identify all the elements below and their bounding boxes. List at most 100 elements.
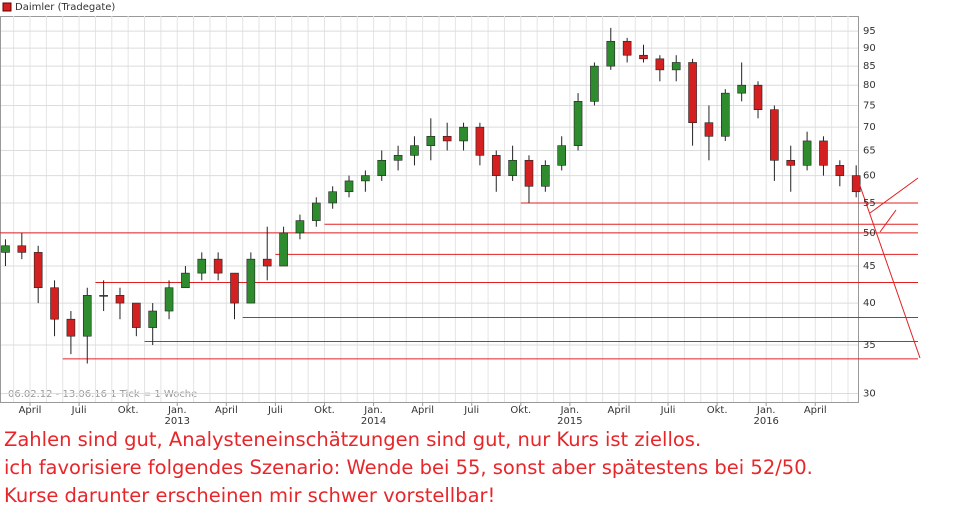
x-tick-label: Jan. (756, 405, 776, 416)
x-tick-label: April (411, 405, 434, 416)
candle-body (361, 175, 370, 182)
candle-body (197, 258, 207, 274)
candle-body (770, 109, 779, 161)
candle-body (328, 191, 337, 204)
candle-body (377, 159, 387, 176)
candle-body (262, 258, 272, 267)
y-tick-label: 60 (863, 171, 876, 182)
x-tick-label: April (19, 405, 42, 416)
candle-body (524, 159, 534, 187)
candle-body (132, 302, 141, 328)
scenario-line (879, 209, 897, 233)
candle-body (557, 145, 567, 166)
candle-body (410, 145, 419, 156)
candle-body (230, 272, 239, 304)
candle-body (541, 165, 550, 187)
caption-line: ich favorisiere folgendes Szenario: Wend… (4, 456, 813, 479)
y-tick-label: 75 (863, 100, 876, 111)
candle-body (688, 62, 697, 124)
y-tick-label: 55 (863, 198, 876, 209)
candle-body (737, 84, 746, 94)
candle-body (246, 258, 256, 304)
y-tick-label: 45 (863, 261, 876, 272)
info-label: 06.02.12 - 13.06.16 1 Tick = 1 Woche (8, 389, 197, 400)
candle-body (475, 126, 485, 156)
candle-body (704, 122, 714, 137)
candle-body (786, 159, 796, 166)
candle-body (148, 310, 157, 328)
candle-body (17, 245, 27, 253)
x-tick-label: Juli (463, 405, 479, 416)
candle-body (393, 155, 403, 161)
year-label: 2016 (753, 416, 778, 427)
candle-body (99, 295, 108, 297)
candle-body (655, 58, 665, 71)
caption-line: Zahlen sind gut, Analysteneinschätzungen… (4, 428, 701, 451)
candle-body (213, 258, 223, 274)
x-tick-label: Okt. (510, 405, 531, 416)
y-tick-label: 30 (863, 389, 876, 400)
legend-label: Daimler (Tradegate) (15, 2, 115, 13)
legend-swatch (2, 2, 12, 12)
scenario-line (857, 179, 921, 359)
year-label: 2014 (361, 416, 386, 427)
x-tick-label: Juli (660, 405, 676, 416)
candle-body (115, 295, 125, 304)
year-label: 2015 (557, 416, 582, 427)
candle-body (590, 65, 599, 102)
candle-body (753, 84, 763, 111)
candle-body (802, 140, 812, 166)
candle-body (573, 101, 583, 146)
candle-body (606, 40, 616, 67)
candle-body (164, 287, 174, 312)
x-tick-label: Okt. (707, 405, 728, 416)
candle-body (181, 272, 190, 289)
candle-body (442, 135, 452, 142)
candle-body (279, 232, 288, 267)
year-label: 2013 (165, 416, 190, 427)
candle-body (344, 180, 354, 193)
y-tick-label: 40 (863, 298, 876, 309)
y-tick-label: 70 (863, 122, 876, 133)
candle-body (508, 159, 517, 176)
candle-body (491, 155, 501, 176)
scenario-line (869, 177, 919, 214)
x-tick-label: April (804, 405, 827, 416)
candle-body (426, 135, 436, 146)
candle-body (819, 140, 828, 166)
x-tick-label: Juli (267, 405, 283, 416)
y-tick-label: 85 (863, 61, 876, 72)
y-tick-label: 80 (863, 80, 876, 91)
candle-body (671, 62, 681, 71)
candle-body (459, 126, 468, 142)
candle-body (1, 245, 10, 253)
y-tick-label: 65 (863, 145, 876, 156)
candle-body (311, 202, 321, 221)
x-tick-label: Juli (71, 405, 87, 416)
x-tick-label: April (215, 405, 238, 416)
x-tick-label: Jan. (560, 405, 580, 416)
candle-body (720, 92, 730, 137)
x-tick-label: Jan. (167, 405, 187, 416)
candle-body (622, 40, 632, 56)
candle-body (295, 220, 305, 234)
candle-body (82, 295, 92, 337)
candle-body (639, 54, 648, 60)
candle-body (851, 175, 861, 193)
candle-body (33, 252, 43, 289)
x-tick-label: Jan. (363, 405, 383, 416)
x-tick-label: Okt. (314, 405, 335, 416)
y-tick-label: 90 (863, 43, 876, 54)
caption-line: Kurse darunter erscheinen mir schwer vor… (4, 484, 495, 507)
y-tick-label: 95 (863, 26, 876, 37)
plot-frame (0, 16, 859, 403)
y-tick-label: 50 (863, 228, 876, 239)
x-tick-label: Okt. (118, 405, 139, 416)
x-tick-label: April (608, 405, 631, 416)
candle-body (50, 287, 59, 320)
candle-body (835, 165, 845, 176)
candle-body (66, 318, 76, 337)
y-tick-label: 35 (863, 340, 876, 351)
